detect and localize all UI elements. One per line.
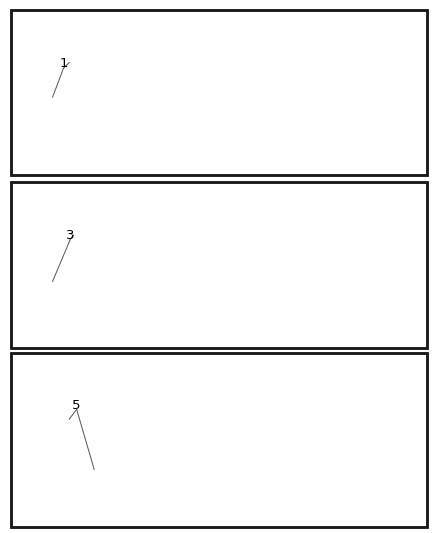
Polygon shape [124, 219, 269, 247]
Text: 5: 5 [72, 399, 81, 411]
Polygon shape [98, 381, 307, 426]
Ellipse shape [49, 323, 56, 326]
Ellipse shape [287, 463, 334, 487]
Ellipse shape [49, 150, 56, 154]
Bar [11, 182, 427, 348]
Polygon shape [102, 66, 281, 92]
Polygon shape [28, 240, 102, 323]
Ellipse shape [275, 117, 325, 141]
Polygon shape [36, 133, 223, 157]
Polygon shape [40, 72, 102, 147]
Ellipse shape [199, 133, 205, 137]
Ellipse shape [292, 297, 308, 305]
Ellipse shape [208, 485, 214, 488]
Polygon shape [36, 76, 277, 150]
Polygon shape [244, 426, 294, 480]
Polygon shape [19, 410, 94, 502]
Polygon shape [32, 130, 231, 161]
Polygon shape [115, 390, 277, 417]
Ellipse shape [261, 110, 339, 148]
Polygon shape [28, 67, 102, 150]
Polygon shape [94, 255, 186, 271]
Bar [11, 182, 427, 348]
Bar [11, 353, 427, 527]
Polygon shape [248, 426, 360, 488]
Polygon shape [231, 255, 281, 303]
Ellipse shape [49, 504, 56, 507]
Polygon shape [94, 409, 294, 437]
Polygon shape [119, 16, 311, 56]
Bar [11, 10, 427, 175]
Text: 1: 1 [59, 58, 68, 70]
Polygon shape [119, 189, 311, 229]
Polygon shape [144, 449, 215, 468]
Polygon shape [294, 371, 360, 426]
Polygon shape [102, 238, 281, 265]
Polygon shape [106, 39, 294, 82]
Polygon shape [231, 82, 344, 142]
Ellipse shape [261, 282, 339, 320]
Polygon shape [281, 199, 344, 255]
Polygon shape [106, 212, 294, 255]
Ellipse shape [303, 471, 318, 479]
Text: 3: 3 [66, 229, 74, 242]
Polygon shape [28, 480, 244, 516]
Polygon shape [281, 26, 344, 82]
Polygon shape [32, 303, 231, 334]
Ellipse shape [258, 281, 342, 321]
Polygon shape [186, 84, 244, 99]
Polygon shape [231, 255, 344, 314]
Ellipse shape [275, 289, 325, 313]
Ellipse shape [292, 125, 308, 133]
Polygon shape [111, 359, 323, 399]
Polygon shape [186, 257, 244, 271]
Polygon shape [36, 248, 277, 323]
Polygon shape [36, 250, 81, 311]
Bar [11, 353, 427, 527]
Bar [11, 10, 427, 175]
Polygon shape [40, 245, 102, 319]
Polygon shape [36, 306, 223, 329]
Ellipse shape [271, 455, 350, 495]
Ellipse shape [199, 306, 205, 310]
Ellipse shape [258, 109, 342, 148]
Polygon shape [32, 419, 290, 502]
Polygon shape [94, 82, 186, 99]
Polygon shape [231, 82, 281, 130]
Polygon shape [124, 46, 269, 74]
